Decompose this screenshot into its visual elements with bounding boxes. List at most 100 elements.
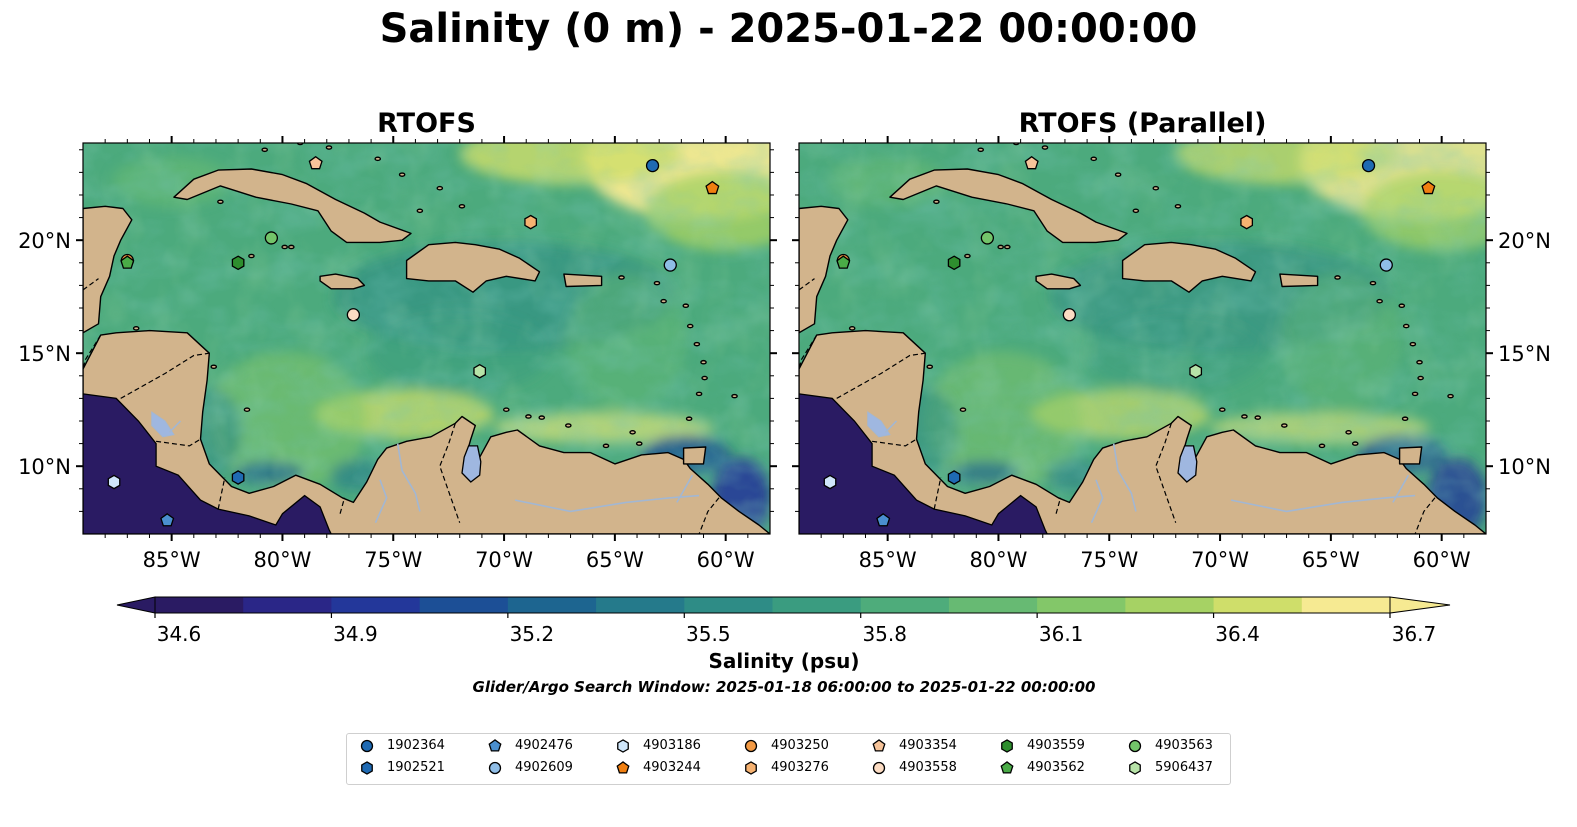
island [1090,156,1098,162]
map-frame [82,142,771,535]
country-border [1414,497,1436,534]
legend-marker-hexagon-icon [1129,761,1141,775]
island [1369,280,1377,286]
island [700,359,707,365]
colorbar-segment [507,597,597,613]
island [1402,323,1410,329]
float-marker-4903244 [705,180,720,195]
land-cuba [889,168,1128,244]
island [685,416,693,422]
island [374,156,382,162]
island [436,185,444,191]
colorbar-segment [596,597,685,613]
island [1281,423,1288,428]
legend-label: 4902476 [515,738,573,753]
country-border [836,352,926,399]
legend-label: 4903354 [899,738,957,753]
island [288,244,295,250]
float-marker-4903563 [980,231,995,245]
legend-marker [872,761,886,775]
colorbar: 34.6 34.9 35.2 35.5 35.8 36.1 36.4 36.7 Salinity… [116,596,1451,696]
island [686,323,694,329]
float-marker-4903354 [308,155,323,170]
colorbar-tick-label: 36.7 [1392,622,1437,646]
island [1398,303,1406,309]
float-marker-4903558 [346,308,361,322]
y-tick-label: 20°N [18,229,71,253]
float-marker-4903354 [1024,155,1039,170]
panel-title: RTOFS [377,108,476,139]
country-border [217,477,226,510]
legend-marker-pentagon-icon [488,739,502,752]
colorbar-extend-min [116,596,156,614]
legend-marker-pentagon-icon [616,761,630,774]
river [168,420,182,433]
island [1174,203,1182,209]
island [959,407,967,412]
legend-marker-hexagon-icon [617,739,629,753]
island [1152,185,1160,191]
island [1318,443,1326,449]
island [997,244,1004,250]
x-tick-label: 75°W [1080,548,1138,572]
island [1447,393,1454,399]
legend-label: 4903250 [771,738,829,753]
country-border [120,352,210,399]
y-tick-label: 15°N [18,342,71,366]
legend-marker [1129,761,1141,775]
x-tick-label: 65°W [586,548,644,572]
country-border [872,438,917,447]
legend-marker-circle-icon [872,761,886,775]
lake-maracaibo [461,445,482,483]
colorbar-segment [1213,597,1303,613]
legend-label: 5906437 [1155,760,1213,775]
map-panel-rtofs: RTOFS 85°W 80°W 75°W 70°W 65°W 60°W 20°N 15°N 10°… [18,108,777,572]
river [396,443,421,512]
river [676,474,694,503]
x-tick-label: 80°W [969,548,1027,572]
legend-marker [1128,739,1142,753]
island [1041,145,1049,150]
country-border [1055,497,1062,514]
island [538,415,546,420]
x-tick-label: 75°W [364,548,422,572]
x-tick-label: 65°W [1302,548,1360,572]
legend-marker [617,739,629,753]
island [629,429,636,435]
colorbar-tick-label: 34.6 [157,622,202,646]
island [682,303,690,309]
island [458,203,466,209]
legend-marker [1000,761,1014,774]
float-marker-4903558 [1062,308,1077,322]
island [602,443,610,449]
legend-marker [361,761,373,775]
legend-marker-circle-icon [1128,739,1142,753]
island [525,414,532,419]
legend-marker-pentagon-icon [1000,761,1014,774]
x-tick-label: 85°W [143,548,201,572]
panel-title: RTOFS (Parallel) [1019,108,1267,139]
legend-marker [744,739,758,753]
legend-marker-circle-icon [744,739,758,753]
float-marker-5906437 [1189,363,1203,379]
x-tick-label: 85°W [859,548,917,572]
island [635,441,643,446]
island [416,208,424,214]
country-border [339,497,346,514]
colorbar-segment [1301,597,1391,613]
island [701,375,708,381]
colorbar-segment [243,597,333,613]
colorbar-tick-label: 35.5 [686,622,731,646]
island [565,423,572,428]
island [502,407,510,412]
island [398,172,406,177]
float-marker-4903244 [1421,180,1436,195]
colorbar-segment [419,597,509,613]
figure-title: Salinity (0 m) - 2025-01-22 00:00:00 [379,6,1198,52]
island [660,298,667,304]
float-marker-4903563 [264,231,279,245]
lake-nicaragua [867,411,891,438]
island [210,364,218,370]
land-trinidad [682,446,707,465]
